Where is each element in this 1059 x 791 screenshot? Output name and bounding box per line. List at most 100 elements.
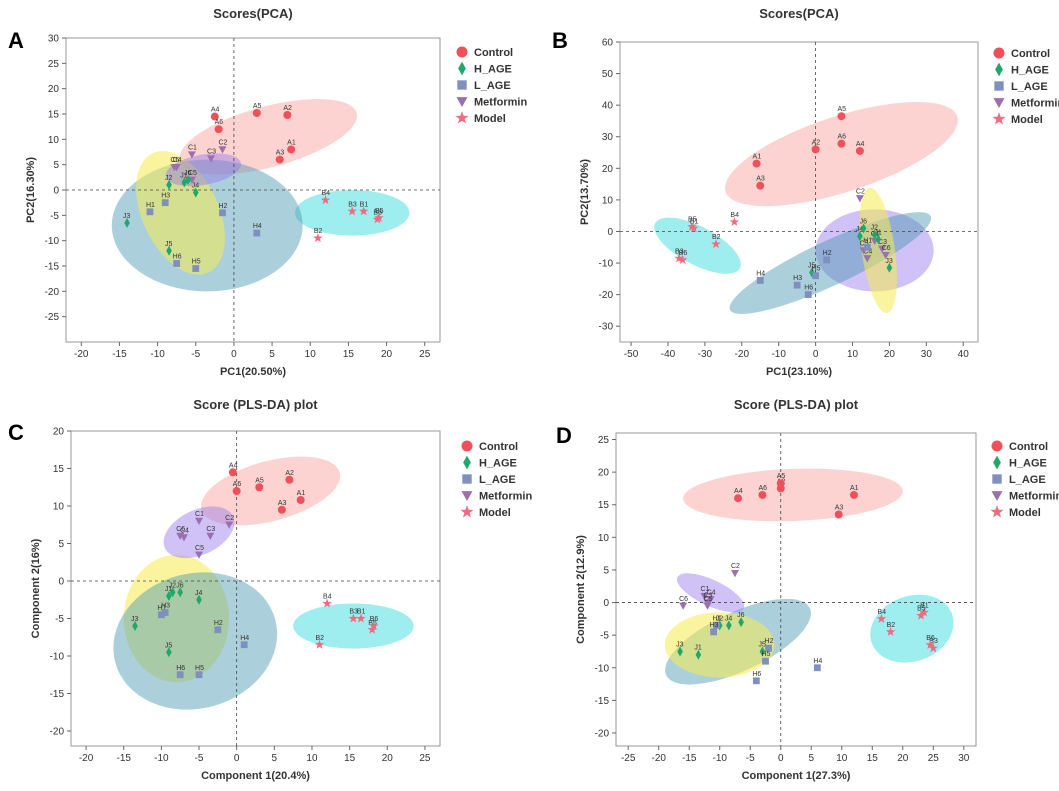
point-label: J1 [180, 172, 188, 179]
legend-marker-control [456, 46, 468, 58]
point-c4 [706, 596, 715, 604]
x-tick-label: 30 [958, 753, 970, 764]
point-b4 [876, 613, 887, 623]
point-c3 [878, 245, 887, 253]
point-label: H4 [756, 270, 765, 277]
point-h6 [804, 291, 812, 299]
point-a3 [275, 155, 284, 164]
point-label: C1 [195, 511, 204, 518]
point-label: J2 [165, 175, 173, 182]
legend-marker-metformin [991, 491, 1003, 501]
point-j2 [169, 587, 176, 598]
point-a4 [228, 468, 237, 477]
point-c2 [218, 146, 227, 154]
point-label: B2 [314, 228, 323, 235]
legend-marker-metformin [461, 491, 473, 501]
y-tick-label: 20 [598, 468, 610, 479]
point-b4 [729, 217, 740, 227]
point-label: B2 [712, 234, 721, 241]
point-label: C1 [188, 145, 197, 152]
point-label: B4 [877, 609, 886, 616]
panel-letter: B [552, 28, 568, 53]
point-b2 [885, 626, 896, 636]
x-tick-label: 5 [269, 349, 275, 360]
point-c6 [170, 164, 179, 172]
point-c2 [730, 569, 739, 578]
ellipse-layer [654, 101, 958, 314]
y-tick-label: 15 [48, 110, 60, 121]
x-tick-label: -5 [195, 753, 204, 764]
legend-label: Control [1011, 48, 1050, 60]
panel-a: A Scores(PCA) -20 -15 -10 -5 0 5 10 15 20 25 -25 -20 -… [8, 6, 527, 378]
x-tick-label: -10 [154, 753, 169, 764]
point-label: B3 [675, 248, 684, 255]
point-b5 [374, 212, 384, 222]
legend-marker-model [460, 505, 474, 518]
point-label: A4 [734, 488, 743, 495]
y-tick-label: 0 [53, 186, 59, 197]
x-tick-label: 0 [813, 349, 819, 360]
legend-marker-control [993, 47, 1005, 59]
legend-label: Control [1009, 441, 1048, 453]
legend-label: L_AGE [479, 474, 516, 486]
x-tick-label: 15 [867, 753, 879, 764]
y-tick-label: 0 [58, 577, 64, 588]
x-tick-label: -25 [621, 753, 636, 764]
point-label: H4 [253, 223, 262, 230]
point-label: H5 [761, 651, 770, 658]
point-label: A2 [812, 139, 821, 146]
point-j3 [124, 217, 130, 228]
y-tick-label: 15 [53, 464, 65, 475]
point-h2 [214, 626, 222, 634]
point-j6 [185, 174, 191, 185]
point-j6 [738, 617, 744, 628]
y-tick-label: 60 [602, 38, 614, 49]
legend: Control H_AGE L_AGE Metformin Model [990, 440, 1059, 519]
point-a1 [849, 490, 858, 499]
point-label: A1 [753, 154, 762, 161]
y-tick-label: 30 [602, 132, 614, 143]
point-label: H5 [192, 259, 201, 266]
point-j4 [192, 187, 199, 198]
point-label: H1 [863, 237, 872, 244]
x-tick-label: -15 [112, 349, 127, 360]
x-axis-label: Component 1(20.4%) [201, 770, 310, 782]
point-a4 [210, 112, 219, 121]
point-label: B6 [926, 635, 935, 642]
point-label: J2 [716, 615, 724, 622]
point-label: H5 [812, 266, 821, 273]
point-h6 [173, 260, 181, 267]
point-label: C2 [218, 139, 227, 146]
x-axis-label: Component 1(27.3%) [742, 770, 851, 782]
point-label: A5 [255, 477, 264, 484]
y-tick-label: 40 [602, 101, 614, 112]
point-c3 [206, 532, 215, 540]
panel-c: C Score (PLS-DA) plot -20 -15 -10 -5 0 5 10 15 20 2… [8, 397, 532, 782]
legend-marker-h-age [993, 455, 1001, 470]
point-label: J2 [871, 225, 879, 232]
y-tick-label: 5 [603, 565, 609, 576]
point-h2 [823, 256, 831, 264]
point-j3 [886, 262, 893, 273]
point-label: C5 [195, 545, 204, 552]
point-label: A6 [233, 481, 242, 488]
point-h3 [161, 609, 169, 616]
point-b2 [711, 239, 721, 249]
point-label: C4 [173, 157, 182, 164]
point-j2 [166, 179, 172, 190]
point-label: B4 [322, 190, 331, 197]
y-tick-label: -15 [45, 262, 60, 273]
x-tick-label: 15 [344, 753, 356, 764]
y-tick-label: -30 [599, 322, 614, 333]
y-tick-label: -5 [50, 211, 59, 222]
point-b6 [677, 254, 688, 264]
y-axis-label: PC2(16.30%) [25, 157, 37, 223]
point-label: H6 [173, 253, 182, 260]
x-tick-label: -10 [713, 753, 728, 764]
point-label: H3 [710, 622, 719, 629]
point-label: B5 [688, 217, 697, 224]
y-tick-label: -20 [45, 287, 60, 298]
y-tick-label: -5 [600, 631, 609, 642]
point-label: A2 [283, 105, 292, 112]
point-label: J3 [131, 616, 139, 623]
